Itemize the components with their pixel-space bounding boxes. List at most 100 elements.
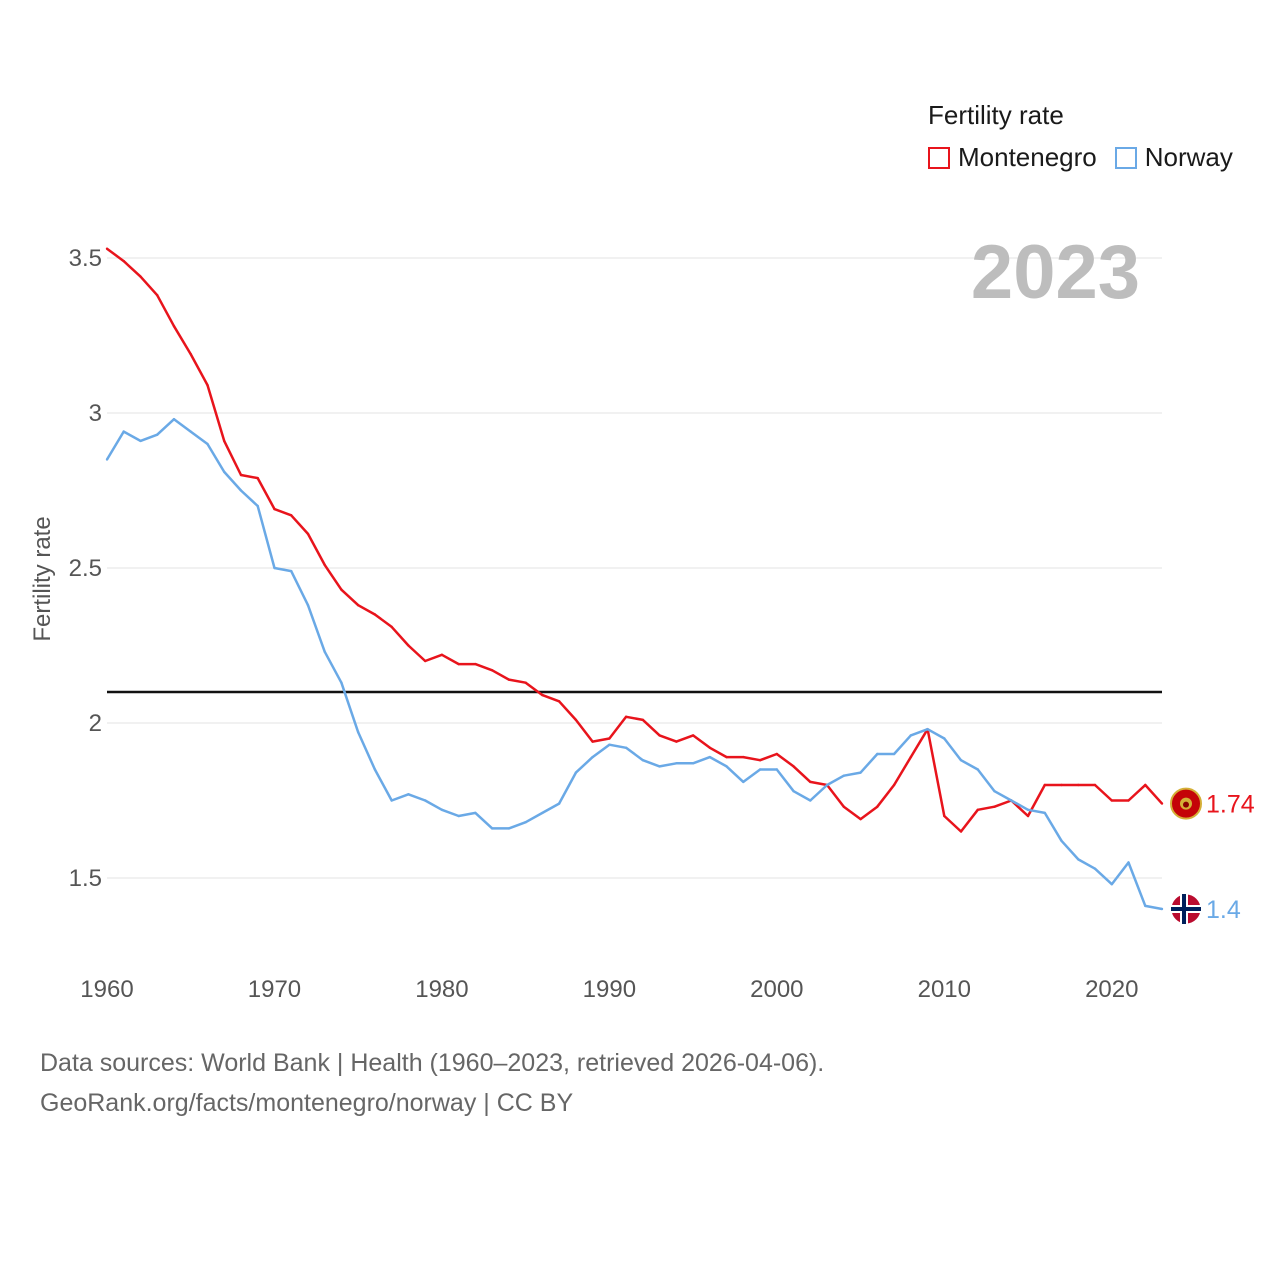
- data-point-montenegro: [340, 588, 343, 591]
- data-point-norway: [105, 458, 109, 461]
- data-point-montenegro: [239, 473, 243, 477]
- data-point-norway: [675, 762, 678, 765]
- data-point-montenegro: [172, 325, 176, 328]
- data-point-montenegro: [758, 759, 762, 762]
- x-tick-label: 1970: [248, 976, 301, 1003]
- data-point-montenegro: [189, 352, 192, 356]
- data-point-norway: [189, 430, 192, 433]
- y-axis-label: Fertility rate: [29, 516, 56, 641]
- data-point-montenegro: [256, 476, 259, 480]
- y-tick-label: 3.5: [69, 245, 102, 272]
- data-point-montenegro: [139, 275, 142, 278]
- data-point-montenegro: [1043, 783, 1046, 787]
- attribution-line[interactable]: GeoRank.org/facts/montenegro/norway | CC…: [40, 1089, 574, 1117]
- data-point-norway: [708, 755, 712, 759]
- data-point-montenegro: [641, 718, 645, 722]
- data-point-norway: [1026, 808, 1030, 811]
- data-point-norway: [591, 755, 594, 759]
- data-point-montenegro: [1144, 783, 1147, 787]
- data-point-norway: [624, 746, 628, 749]
- data-point-norway: [842, 774, 846, 777]
- x-tick-label: 1990: [583, 976, 636, 1003]
- data-point-norway: [775, 768, 779, 771]
- data-point-norway: [423, 799, 427, 802]
- data-point-montenegro: [557, 700, 561, 703]
- data-point-norway: [273, 566, 276, 570]
- data-point-montenegro: [658, 734, 661, 737]
- data-point-norway: [239, 489, 243, 492]
- norway-flag-icon: [1170, 893, 1202, 925]
- grid-lines: [107, 257, 1162, 879]
- data-point-montenegro: [156, 294, 159, 297]
- data-point-norway: [859, 771, 862, 774]
- data-point-montenegro: [909, 755, 913, 759]
- data-point-norway: [256, 504, 259, 508]
- data-point-montenegro: [574, 718, 578, 722]
- data-point-norway: [993, 790, 996, 793]
- data-point-norway: [1144, 904, 1147, 908]
- data-point-norway: [926, 728, 929, 731]
- legend-item-norway[interactable]: Norway: [1114, 142, 1233, 173]
- y-tick-label: 1.5: [69, 865, 102, 892]
- data-point-norway: [306, 604, 310, 607]
- data-point-norway: [1110, 883, 1113, 886]
- data-point-montenegro: [440, 653, 444, 656]
- data-point-montenegro: [356, 604, 360, 607]
- sources-line: Data sources: World Bank | Health (1960–…: [40, 1049, 825, 1077]
- y-tick-label: 2: [89, 710, 102, 737]
- y-tick-label: 2.5: [69, 555, 102, 582]
- data-point-norway: [390, 799, 393, 802]
- data-point-montenegro: [490, 669, 494, 672]
- data-point-montenegro: [775, 752, 779, 756]
- data-point-norway: [691, 762, 695, 765]
- series-line-montenegro[interactable]: [106, 247, 1163, 833]
- data-point-montenegro: [959, 830, 963, 833]
- data-point-norway: [407, 793, 410, 796]
- year-watermark: 2023: [971, 230, 1140, 315]
- data-point-montenegro: [223, 439, 226, 443]
- data-point-norway: [1043, 811, 1046, 815]
- data-point-norway: [758, 768, 762, 771]
- legend-item-montenegro[interactable]: Montenegro: [928, 142, 1097, 173]
- data-point-montenegro: [792, 765, 795, 768]
- data-point-norway: [574, 771, 578, 774]
- data-point-norway: [1060, 839, 1063, 842]
- data-point-montenegro: [859, 817, 862, 821]
- data-point-norway: [658, 765, 661, 768]
- data-sources: Data sources: World Bank | Health (1960–…: [40, 1043, 824, 1123]
- data-point-montenegro: [993, 805, 996, 808]
- data-point-montenegro: [273, 507, 276, 511]
- data-point-norway: [909, 734, 913, 737]
- data-point-montenegro: [290, 514, 293, 517]
- data-point-montenegro: [608, 737, 611, 740]
- series-line-norway[interactable]: [105, 417, 1163, 911]
- data-point-montenegro: [474, 662, 477, 666]
- x-axis-ticks: 1960 1970 1980 1990 2000 2010 2020: [80, 976, 1138, 1003]
- x-tick-label: 2020: [1085, 976, 1138, 1003]
- data-point-montenegro: [1093, 783, 1097, 787]
- data-point-norway: [206, 442, 209, 446]
- legend: Montenegro Norway: [928, 142, 1251, 173]
- data-point-montenegro: [1060, 783, 1063, 787]
- data-point-norway: [742, 780, 745, 784]
- data-point-norway: [340, 681, 343, 684]
- data-point-montenegro: [122, 259, 125, 263]
- data-point-montenegro: [373, 613, 377, 616]
- data-point-montenegro: [323, 563, 326, 567]
- data-point-norway: [356, 731, 360, 734]
- data-point-norway: [541, 811, 544, 815]
- legend-label-montenegro: Montenegro: [958, 142, 1097, 172]
- data-point-montenegro: [742, 755, 745, 759]
- data-point-montenegro: [407, 644, 410, 647]
- series-lines: [105, 247, 1164, 911]
- data-point-norway: [892, 752, 896, 756]
- end-markers: 1.74 1.4: [1170, 787, 1255, 925]
- x-tick-label: 2000: [750, 976, 803, 1003]
- data-point-montenegro: [708, 746, 712, 749]
- data-point-montenegro: [1110, 799, 1113, 802]
- data-point-norway: [825, 783, 829, 787]
- data-point-montenegro: [206, 383, 209, 387]
- data-point-norway: [122, 430, 125, 433]
- data-point-montenegro: [507, 678, 511, 681]
